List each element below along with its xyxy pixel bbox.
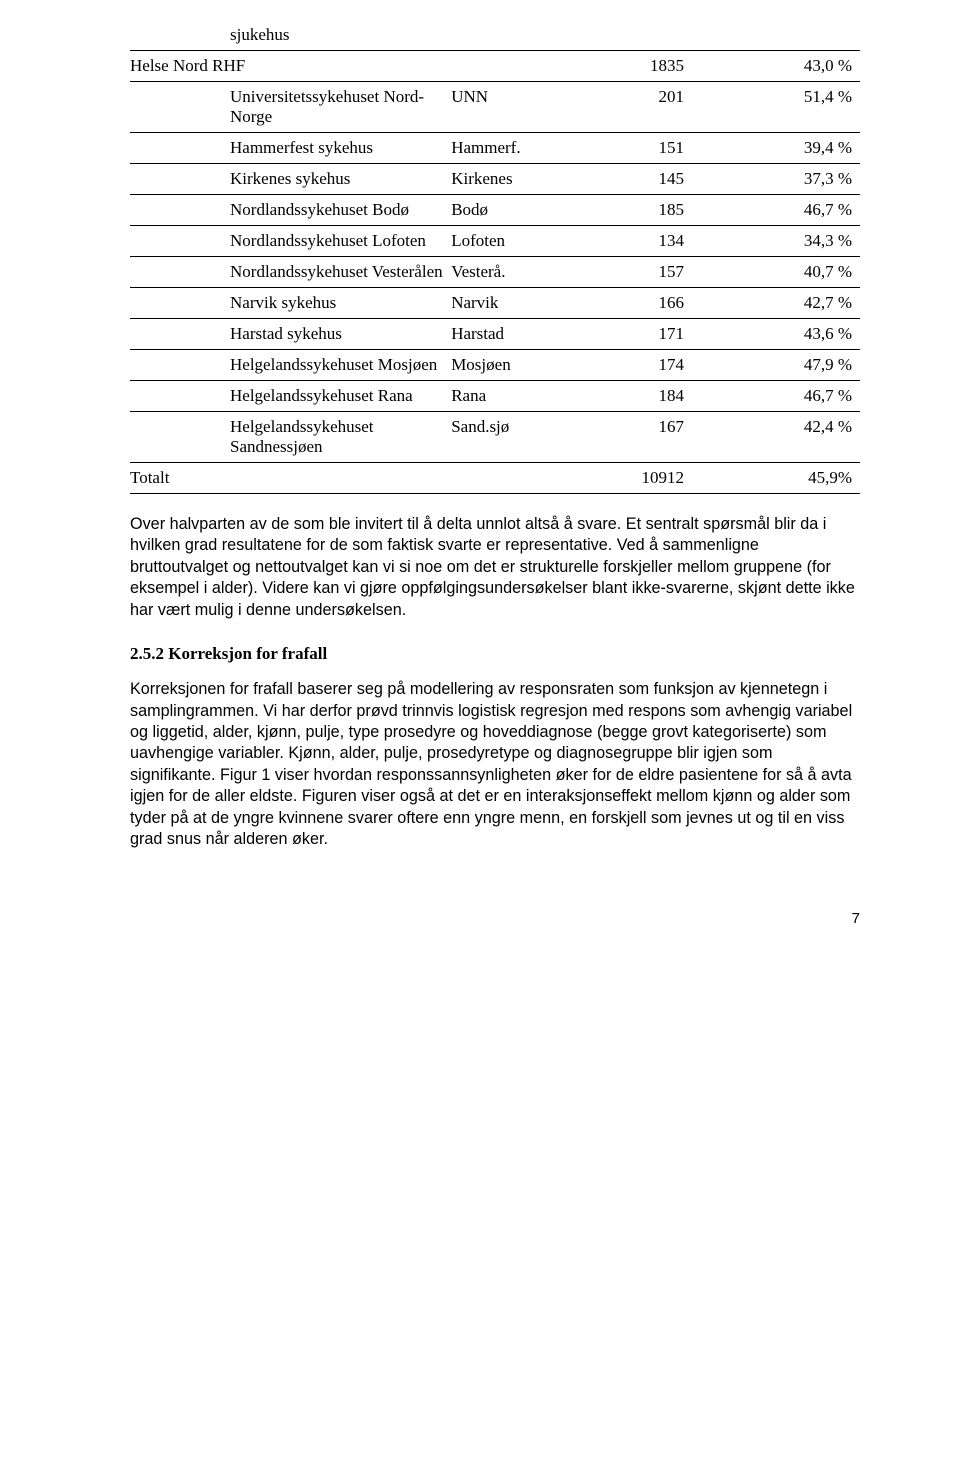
table-row: Totalt 1091245,9%: [130, 463, 860, 494]
cell-abbr: Rana: [451, 381, 582, 412]
body-text: Over halvparten av de som ble invitert t…: [130, 514, 860, 850]
cell-percent: 51,4 %: [714, 82, 860, 133]
cell-name: Hammerfest sykehus: [130, 133, 451, 164]
page-container: sjukehusHelse Nord RHF183543,0 %Universi…: [0, 0, 960, 967]
cell-abbr: Harstad: [451, 319, 582, 350]
cell-percent: 43,6 %: [714, 319, 860, 350]
cell-percent: 39,4 %: [714, 133, 860, 164]
cell-name: Nordlandssykehuset Lofoten: [130, 226, 451, 257]
cell-percent: 42,4 %: [714, 412, 860, 463]
cell-name: Totalt: [130, 463, 451, 494]
cell-name: Harstad sykehus: [130, 319, 451, 350]
cell-name: Helse Nord RHF: [130, 51, 451, 82]
cell-name: Universitetssykehuset Nord-Norge: [130, 82, 451, 133]
cell-abbr: Kirkenes: [451, 164, 582, 195]
table-row: Universitetssykehuset Nord-NorgeUNN20151…: [130, 82, 860, 133]
table-row: Nordlandssykehuset VesterålenVesterå.157…: [130, 257, 860, 288]
cell-percent: 47,9 %: [714, 350, 860, 381]
page-number: 7: [130, 910, 860, 927]
cell-number: 166: [583, 288, 714, 319]
cell-percent: 40,7 %: [714, 257, 860, 288]
cell-percent: 34,3 %: [714, 226, 860, 257]
cell-number: 134: [583, 226, 714, 257]
cell-name: Helgelandssykehuset Sandnessjøen: [130, 412, 451, 463]
cell-number: 151: [583, 133, 714, 164]
cell-number: 201: [583, 82, 714, 133]
cell-number: 145: [583, 164, 714, 195]
table-row: sjukehus: [130, 20, 860, 51]
cell-abbr: [451, 51, 582, 82]
cell-abbr: UNN: [451, 82, 582, 133]
table-row: Helgelandssykehuset SandnessjøenSand.sjø…: [130, 412, 860, 463]
cell-name: Narvik sykehus: [130, 288, 451, 319]
cell-number: 171: [583, 319, 714, 350]
cell-number: 184: [583, 381, 714, 412]
table-row: Narvik sykehusNarvik16642,7 %: [130, 288, 860, 319]
cell-percent: 43,0 %: [714, 51, 860, 82]
cell-percent: 37,3 %: [714, 164, 860, 195]
cell-number: 10912: [583, 463, 714, 494]
table-row: Helse Nord RHF 183543,0 %: [130, 51, 860, 82]
cell-abbr: Bodø: [451, 195, 582, 226]
cell-abbr: Mosjøen: [451, 350, 582, 381]
paragraph-2: Korreksjonen for frafall baserer seg på …: [130, 679, 860, 850]
cell-name: Kirkenes sykehus: [130, 164, 451, 195]
cell-name: Helgelandssykehuset Mosjøen: [130, 350, 451, 381]
table-row: Kirkenes sykehusKirkenes14537,3 %: [130, 164, 860, 195]
table-row: Hammerfest sykehusHammerf.15139,4 %: [130, 133, 860, 164]
table-row: Nordlandssykehuset BodøBodø18546,7 %: [130, 195, 860, 226]
subheading: 2.5.2 Korreksjon for frafall: [130, 643, 860, 665]
cell-abbr: Lofoten: [451, 226, 582, 257]
data-table: sjukehusHelse Nord RHF183543,0 %Universi…: [130, 20, 860, 494]
cell-percent: 46,7 %: [714, 195, 860, 226]
table-row: Nordlandssykehuset LofotenLofoten13434,3…: [130, 226, 860, 257]
table-row: Harstad sykehusHarstad17143,6 %: [130, 319, 860, 350]
cell-abbr: Narvik: [451, 288, 582, 319]
cell-number: 1835: [583, 51, 714, 82]
cell-name: sjukehus: [130, 20, 451, 51]
cell-number: 157: [583, 257, 714, 288]
cell-abbr: Vesterå.: [451, 257, 582, 288]
cell-abbr: Sand.sjø: [451, 412, 582, 463]
cell-number: 167: [583, 412, 714, 463]
cell-number: [583, 20, 714, 51]
cell-abbr: Hammerf.: [451, 133, 582, 164]
cell-number: 185: [583, 195, 714, 226]
cell-percent: 45,9%: [714, 463, 860, 494]
paragraph-1: Over halvparten av de som ble invitert t…: [130, 514, 860, 621]
table-row: Helgelandssykehuset RanaRana18446,7 %: [130, 381, 860, 412]
cell-name: Nordlandssykehuset Bodø: [130, 195, 451, 226]
cell-abbr: [451, 20, 582, 51]
cell-percent: 42,7 %: [714, 288, 860, 319]
cell-name: Nordlandssykehuset Vesterålen: [130, 257, 451, 288]
cell-percent: [714, 20, 860, 51]
cell-percent: 46,7 %: [714, 381, 860, 412]
cell-abbr: [451, 463, 582, 494]
table-row: Helgelandssykehuset MosjøenMosjøen17447,…: [130, 350, 860, 381]
cell-name: Helgelandssykehuset Rana: [130, 381, 451, 412]
cell-number: 174: [583, 350, 714, 381]
